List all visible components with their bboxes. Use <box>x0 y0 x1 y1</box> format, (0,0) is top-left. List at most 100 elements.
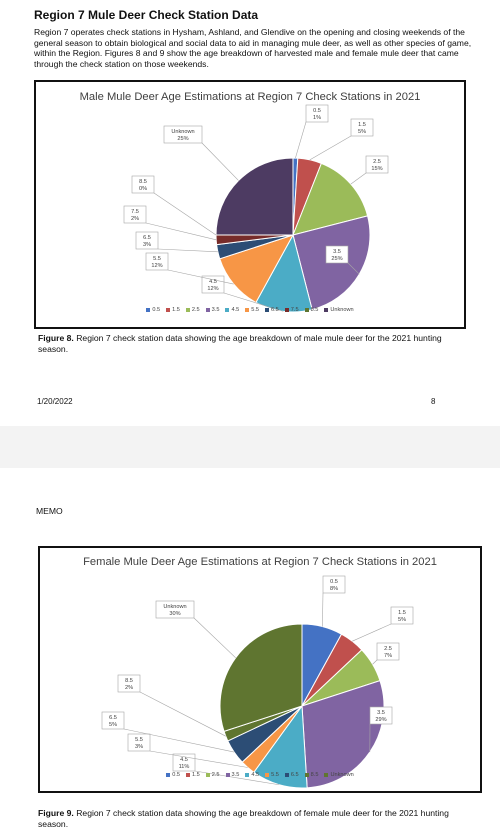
svg-text:3.5: 3.5 <box>377 710 385 716</box>
chart-title: Female Mule Deer Age Estimations at Regi… <box>83 556 437 568</box>
data-label-7-5: 7.52% <box>123 205 147 224</box>
female-pie-chart: 0.58%1.55%2.57%3.529%4.511%5.53%6.55%8.5… <box>101 575 414 789</box>
pie-slice-unknown <box>219 623 303 732</box>
data-label-6-5: 6.53% <box>135 231 159 250</box>
svg-text:15%: 15% <box>371 166 382 172</box>
leader-line-2-5 <box>350 172 367 185</box>
svg-text:4.5: 4.5 <box>180 757 188 763</box>
svg-text:29%: 29% <box>375 717 386 723</box>
svg-text:5.5: 5.5 <box>135 737 143 743</box>
svg-text:5%: 5% <box>358 129 366 135</box>
svg-text:2%: 2% <box>131 216 139 222</box>
legend-label: 6.5 <box>271 307 279 313</box>
memo-header: MEMO <box>36 506 63 516</box>
legend-item-1-5: 1.5 <box>185 772 200 778</box>
caption-label: Figure 8. <box>38 333 74 343</box>
figure-caption: Figure 8. Region 7 check station data sh… <box>38 333 468 354</box>
data-label-4-5: 4.512% <box>201 275 225 294</box>
legend-swatch <box>205 773 210 777</box>
male-age-chart: Male Mule Deer Age Estimations at Region… <box>34 80 466 329</box>
svg-text:2%: 2% <box>125 685 133 691</box>
legend-item-8-5: 8.5 <box>304 772 319 778</box>
legend-swatch <box>324 308 329 312</box>
svg-text:7.5: 7.5 <box>131 209 139 215</box>
legend-label: 8.5 <box>310 772 319 778</box>
legend-item-2-5: 2.5 <box>205 772 220 778</box>
leader-line-4-5 <box>223 292 284 312</box>
data-label-0-5: 0.51% <box>305 104 329 123</box>
female-age-chart: Female Mule Deer Age Estimations at Regi… <box>38 546 482 793</box>
pie-slice-unknown <box>215 157 294 236</box>
leader-line-8-5 <box>153 192 217 236</box>
pie-slice-3-5 <box>301 680 385 789</box>
legend-swatch <box>284 773 289 777</box>
legend-label: 3.5 <box>211 307 220 313</box>
svg-text:3%: 3% <box>135 744 143 750</box>
svg-text:1.5: 1.5 <box>358 122 366 128</box>
pie-slices <box>219 623 385 789</box>
legend-label: 0.5 <box>152 307 161 313</box>
page-number: 8 <box>431 397 436 406</box>
intro-paragraph: Region 7 operates check stations in Hysh… <box>34 27 472 70</box>
legend-swatch <box>205 308 210 312</box>
legend-label: 8.5 <box>310 307 319 313</box>
legend-label: 3.5 <box>231 772 240 778</box>
legend-swatch <box>304 308 309 312</box>
legend-label: 6.5 <box>290 772 299 778</box>
svg-text:8.5: 8.5 <box>139 179 147 185</box>
pie-data-labels: 0.51%1.55%2.515%3.525%4.512%5.512%6.53%7… <box>123 104 389 312</box>
svg-text:6.5: 6.5 <box>109 715 117 721</box>
data-label-5-5: 5.512% <box>145 252 169 271</box>
svg-text:11%: 11% <box>179 764 190 770</box>
svg-text:2.5: 2.5 <box>384 646 392 652</box>
leader-line-6-5 <box>123 728 235 753</box>
legend-item-8-5: 8.5 <box>304 307 319 313</box>
data-label-8-5: 8.52% <box>117 674 141 693</box>
leader-line-0-5 <box>295 121 307 159</box>
pie-slices <box>215 157 371 313</box>
legend-item-5-5: 5.5 <box>265 772 279 778</box>
caption-text: Region 7 check station data showing the … <box>38 333 442 354</box>
data-label-4-5: 4.511% <box>172 753 196 772</box>
svg-text:30%: 30% <box>169 611 180 617</box>
legend-label: 5.5 <box>251 307 259 313</box>
legend-label: 0.5 <box>172 772 180 778</box>
data-label-5-5: 5.53% <box>127 733 151 752</box>
legend-item-unknown: Unknown <box>324 772 354 778</box>
svg-text:12%: 12% <box>207 286 218 292</box>
svg-text:25%: 25% <box>177 136 188 142</box>
legend-item-4-5: 4.5 <box>225 307 239 313</box>
data-label-1-5: 1.55% <box>390 606 414 625</box>
data-label-3-5: 3.525% <box>325 245 349 264</box>
leader-line-unknown <box>193 617 236 659</box>
legend-label: 5.5 <box>271 772 279 778</box>
leader-line-0-5 <box>322 592 324 627</box>
leader-line-7-5 <box>145 222 217 241</box>
leader-line-unknown <box>201 142 239 181</box>
svg-text:8.5: 8.5 <box>125 678 133 684</box>
legend-item-0-5: 0.5 <box>166 772 180 778</box>
chart-legend: 0.5 1.5 2.5 3.5 4.5 5.5 6.5 8.5 Unknown <box>40 772 480 778</box>
data-label-1-5: 1.55% <box>350 118 374 137</box>
data-label-3-5: 3.529% <box>369 706 393 725</box>
leader-line-1-5 <box>309 135 352 161</box>
data-label-0-5: 0.58% <box>322 575 346 594</box>
svg-text:2.5: 2.5 <box>373 159 381 165</box>
svg-text:4.5: 4.5 <box>209 279 217 285</box>
legend-item-6-5: 6.5 <box>284 772 299 778</box>
legend-label: 2.5 <box>191 307 200 313</box>
footer-date: 1/20/2022 <box>37 397 73 406</box>
legend-swatch <box>304 773 309 777</box>
legend-item-3-5: 3.5 <box>205 307 220 313</box>
svg-text:6.5: 6.5 <box>143 235 151 241</box>
memo-page-8: Region 7 Mule Deer Check Station Data Re… <box>34 8 472 406</box>
memo-page-9: MEMO Female Mule Deer Age Estimations at… <box>0 468 500 838</box>
legend-label: 4.5 <box>231 307 240 313</box>
legend-item-5-5: 5.5 <box>245 307 259 313</box>
svg-text:8%: 8% <box>330 586 338 592</box>
legend-item-2-5: 2.5 <box>185 307 200 313</box>
legend-item-unknown: Unknown <box>324 307 354 313</box>
legend-label: 1.5 <box>172 307 180 313</box>
data-label-2-5: 2.57% <box>376 642 400 661</box>
